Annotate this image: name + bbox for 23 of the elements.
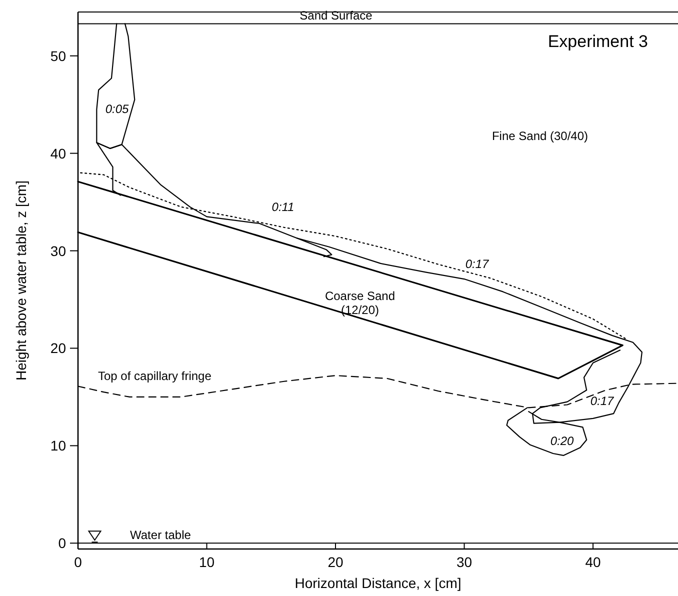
y-tick-label: 30 — [50, 242, 66, 259]
x-axis-title: Horizontal Distance, x [cm] — [294, 575, 462, 591]
y-tick-label: 40 — [50, 145, 66, 162]
x-tick-label: 10 — [198, 554, 215, 570]
series-label: Top of capillary fringe — [98, 369, 212, 384]
y-tick-label: 10 — [50, 438, 66, 454]
ref-line-label: Water table — [130, 528, 192, 542]
y-axis-title: Height above water table, z [cm] — [13, 180, 29, 380]
y-tick-label: 20 — [50, 340, 66, 356]
text: Experiment 3 — [548, 32, 648, 51]
annotation: 0:05 — [105, 102, 129, 116]
y-tick-label: 0 — [58, 535, 66, 552]
y-tick-label: 50 — [50, 48, 66, 64]
x-tick-label: 20 — [328, 554, 344, 570]
x-tick-label: 0 — [74, 554, 82, 570]
annotation: 0:17 — [465, 257, 490, 271]
annotation: Coarse Sand (12/20) — [324, 289, 396, 317]
annotation: 0:20 — [550, 434, 574, 448]
x-tick-label: 30 — [456, 554, 472, 570]
x-tick-label: 40 — [585, 554, 602, 570]
annotation: 0:17 — [590, 394, 615, 408]
annotation: 0:11 — [272, 200, 294, 214]
annotation: Fine Sand (30/40) — [492, 129, 588, 143]
